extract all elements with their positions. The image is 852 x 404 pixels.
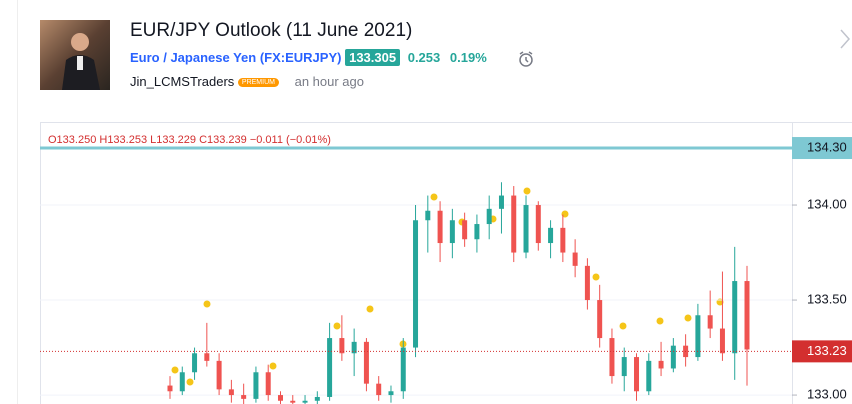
y-tick-label: 133.00 xyxy=(807,387,847,402)
candle-body xyxy=(339,338,345,354)
alert-icon[interactable] xyxy=(516,49,536,69)
candle-body xyxy=(290,400,296,403)
candle-body xyxy=(523,205,529,253)
price-change: 0.253 xyxy=(407,50,441,65)
candle-body xyxy=(277,395,283,401)
candle-body xyxy=(597,300,603,339)
ohlc-legend: O133.250 H133.253 L133.229 C133.239 −0.0… xyxy=(48,134,331,146)
candle-body xyxy=(204,353,210,361)
horizontal-level-label: 134.30 xyxy=(807,139,847,154)
candle-body xyxy=(302,400,308,403)
candle-body xyxy=(413,220,419,348)
candle-body xyxy=(474,224,480,240)
candle-body xyxy=(634,357,640,392)
candle-body xyxy=(486,208,492,225)
candle-body xyxy=(707,315,713,329)
candle-body xyxy=(449,220,455,244)
y-tick-label: 134.00 xyxy=(807,196,847,211)
idea-title: EUR/JPY Outlook (11 June 2021) xyxy=(130,20,413,41)
price-badge: 133.305 xyxy=(345,49,401,66)
candle-body xyxy=(560,227,566,253)
candle-body xyxy=(719,328,725,354)
candle-body xyxy=(511,195,517,253)
y-tick-label: 133.50 xyxy=(807,291,847,306)
symbol-code[interactable]: (FX:EURJPY) xyxy=(259,50,342,65)
candle-body xyxy=(437,210,443,244)
price-change-pct: 0.19% xyxy=(449,50,487,65)
time: an hour ago xyxy=(294,74,364,89)
candle-body xyxy=(363,341,369,384)
avatar[interactable] xyxy=(40,20,110,90)
last-price-label: 133.23 xyxy=(807,343,847,358)
candle-body xyxy=(228,389,234,396)
horizontal-level-label-bg xyxy=(792,137,852,160)
candle-body xyxy=(351,341,357,354)
candle-body xyxy=(646,360,652,392)
next-arrow[interactable] xyxy=(838,28,852,50)
candle-body xyxy=(621,357,627,377)
candle-body xyxy=(216,360,222,390)
candle-body xyxy=(167,385,173,392)
candle-body xyxy=(498,195,504,209)
candle-body xyxy=(327,338,333,397)
candle-body xyxy=(732,281,738,354)
premium-badge: PREMIUM xyxy=(237,78,279,88)
candle-body xyxy=(670,345,676,369)
candle-body xyxy=(695,315,701,358)
symbol-name[interactable]: Euro / Japanese Yen xyxy=(130,50,257,65)
signal-dots xyxy=(171,187,724,386)
candle-body xyxy=(425,210,431,221)
candle-body xyxy=(314,396,320,401)
candle-body xyxy=(609,338,615,377)
candle-body xyxy=(253,372,259,399)
left-border xyxy=(17,0,18,404)
candle-body xyxy=(462,220,468,240)
candle-body xyxy=(388,391,394,396)
chart-frame xyxy=(40,122,852,404)
symbol-row: Euro / Japanese Yen (FX:EURJPY) 133.305 … xyxy=(130,49,487,66)
author[interactable]: Jin_LCMSTraders xyxy=(130,74,235,89)
candle-body xyxy=(548,227,554,244)
candle-body xyxy=(535,205,541,244)
candle-body xyxy=(400,347,406,392)
candle-body xyxy=(584,265,590,301)
candle-body xyxy=(192,353,198,373)
candle-body xyxy=(572,252,578,266)
candle-body xyxy=(265,372,271,396)
last-price-label-bg xyxy=(792,340,852,363)
candle-body xyxy=(744,281,750,350)
candle-body xyxy=(658,360,664,369)
author-row: Jin_LCMSTraders PREMIUM an hour ago xyxy=(130,74,364,89)
candle-body xyxy=(376,383,382,396)
candle-body xyxy=(241,395,247,399)
candle-body xyxy=(179,372,185,392)
